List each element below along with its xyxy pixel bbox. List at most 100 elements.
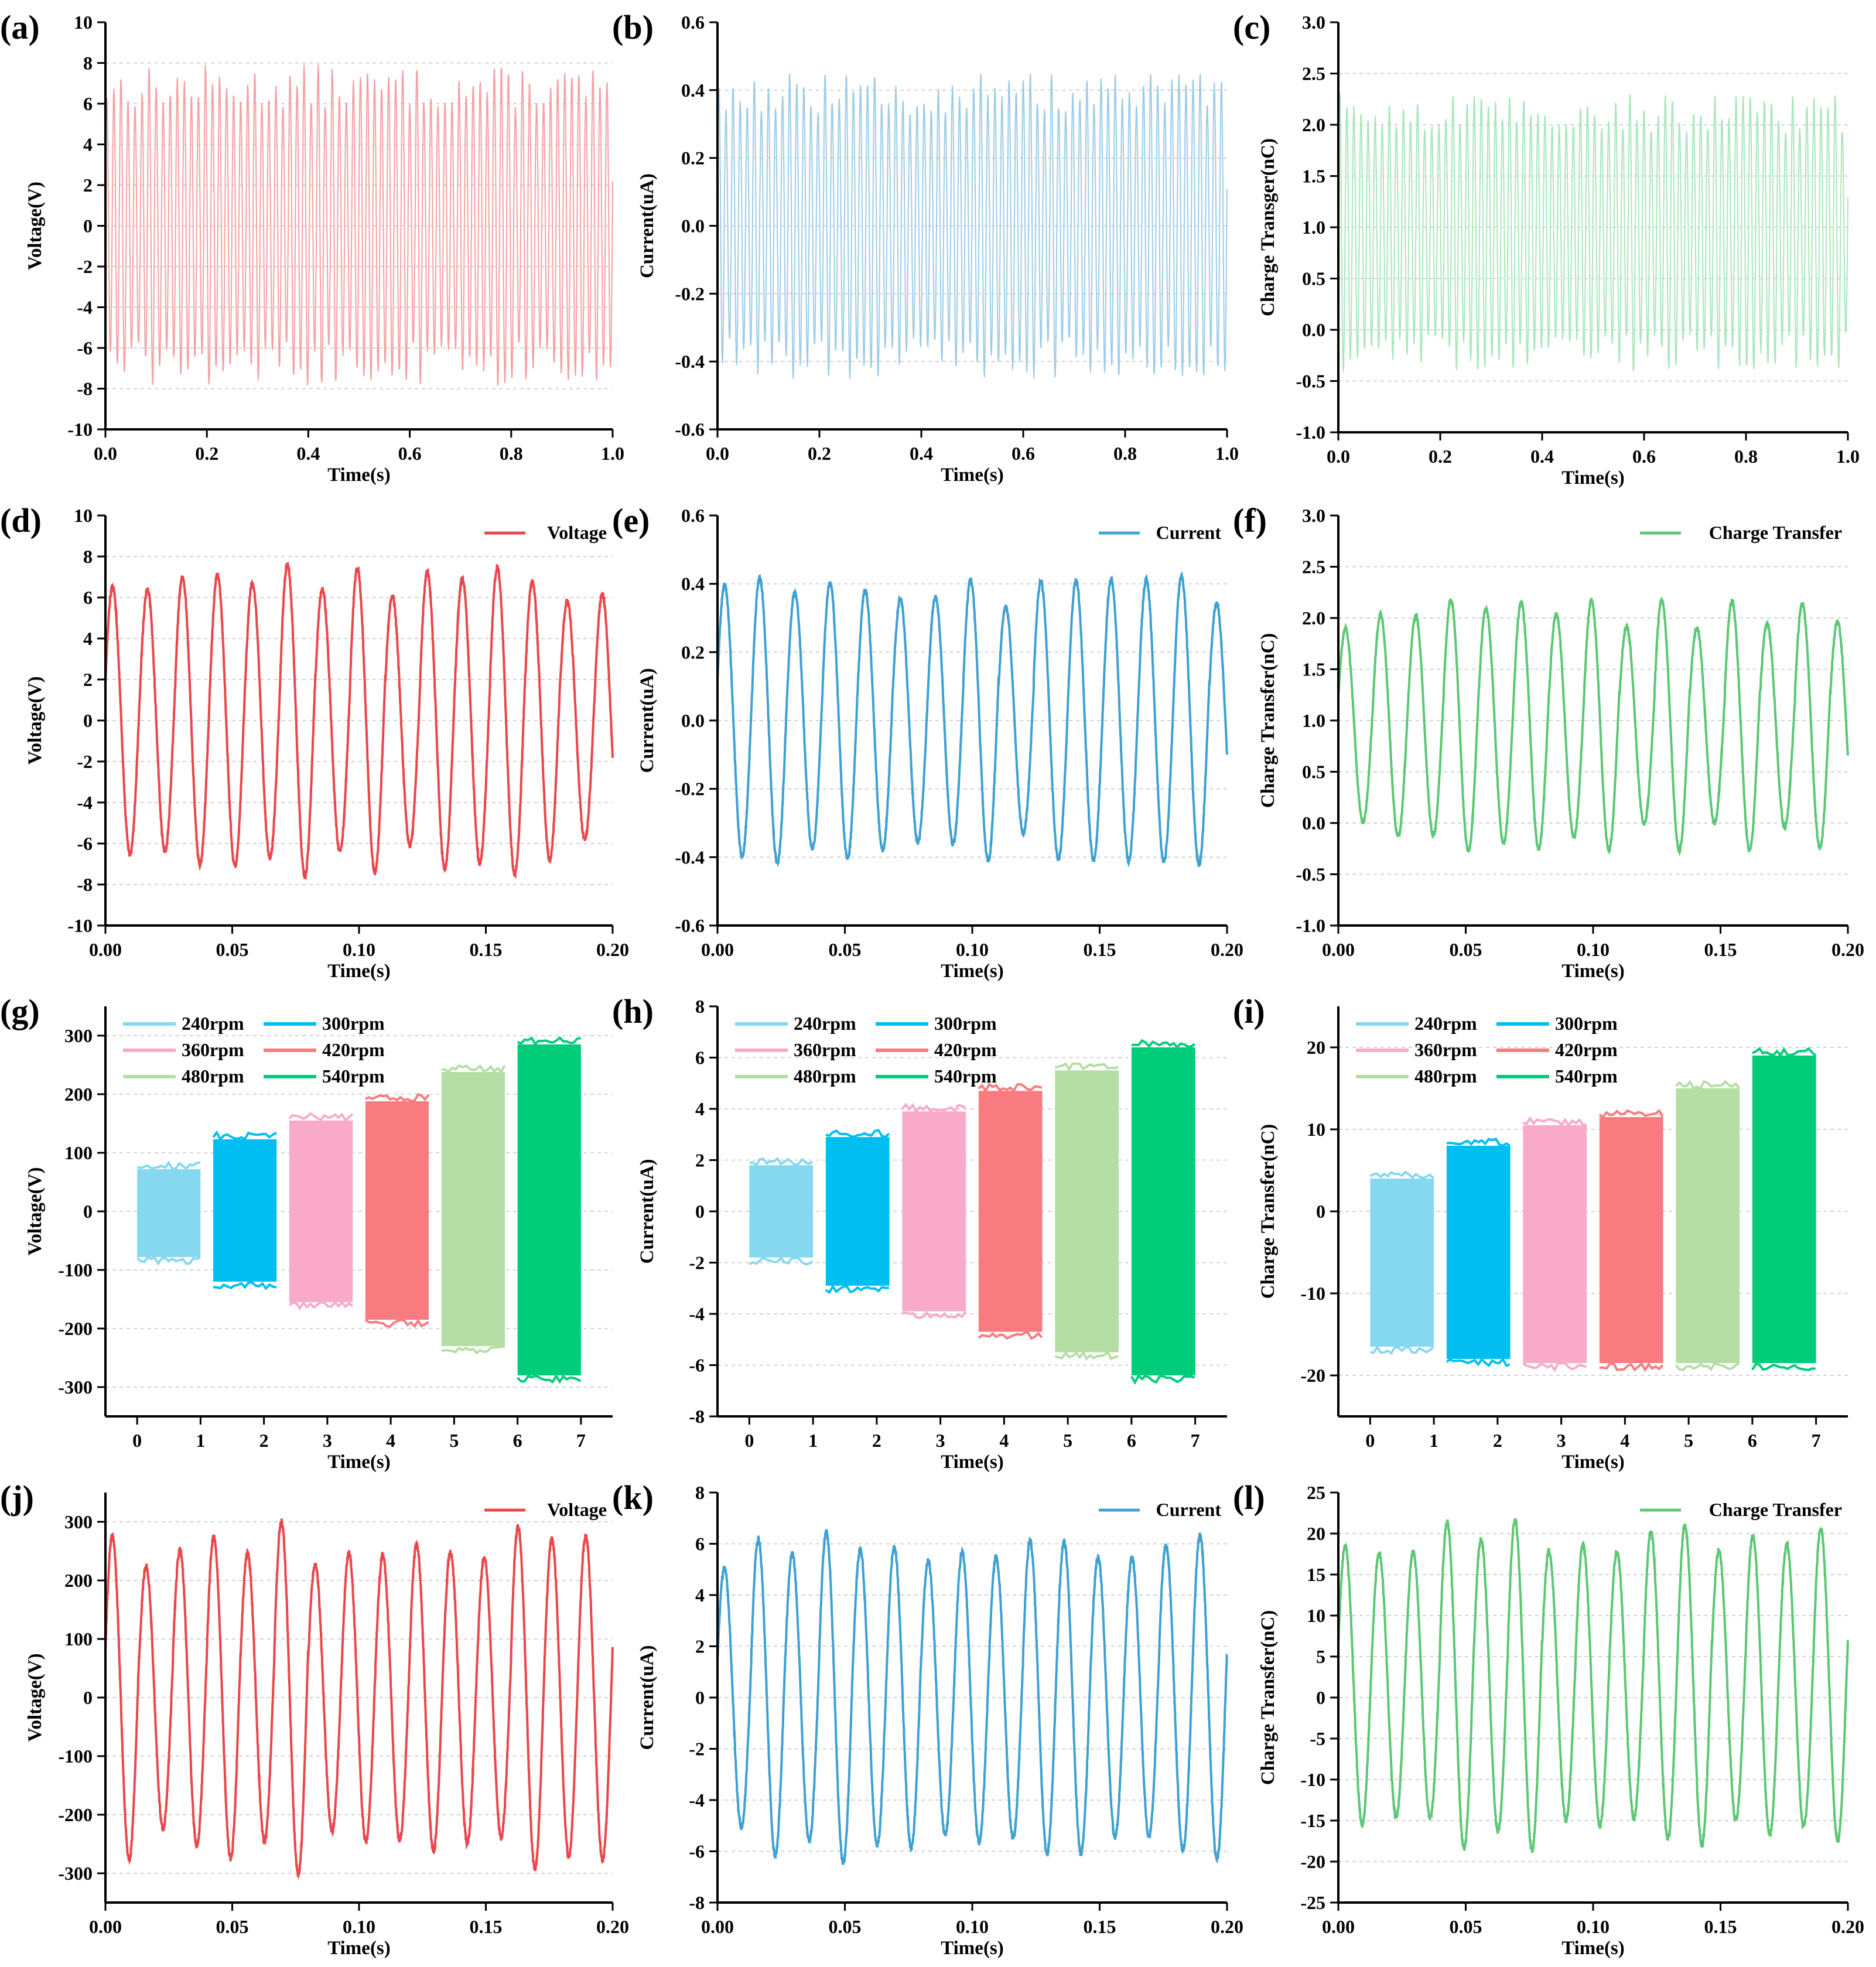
y-tick-label: 6 (83, 93, 93, 114)
y-axis-label: Charge Transfer(nC) (1257, 1124, 1279, 1299)
x-tick-label: 5 (1063, 1430, 1072, 1451)
x-axis-label: Time(s) (941, 961, 1004, 982)
y-axis-label: Charge Transger(nC) (1257, 138, 1279, 316)
series-line-current (716, 1529, 1228, 1865)
y-tick-label: -200 (58, 1318, 93, 1339)
y-tick-label: -1.0 (1296, 915, 1325, 936)
plot-area-l (1337, 1517, 1849, 1853)
x-axis-label: Time(s) (1561, 961, 1625, 982)
y-tick-label: 200 (64, 1570, 93, 1591)
block-bottom-edge (288, 1300, 354, 1311)
y-tick-label: -4 (77, 792, 93, 813)
y-tick-label: -0.4 (675, 351, 705, 372)
y-tick-label: -0.5 (1296, 864, 1325, 885)
x-axis-label: Time(s) (941, 1452, 1004, 1473)
legend-label: 480rpm (794, 1066, 856, 1087)
y-tick-label: -6 (77, 833, 93, 854)
series-line-charge (1338, 93, 1848, 373)
y-tick-label: -4 (689, 1303, 705, 1324)
x-tick-label: 0.0 (94, 443, 117, 464)
x-tick-label: 3 (1557, 1430, 1566, 1451)
x-tick-label: 0.15 (1084, 939, 1116, 960)
y-tick-label: -100 (58, 1259, 93, 1280)
y-tick-label: -4 (77, 297, 93, 318)
x-tick-label: 0.15 (1704, 939, 1737, 960)
x-tick-label: 1 (196, 1430, 205, 1451)
series-line-charge-transfer (1337, 1517, 1849, 1853)
y-tick-label: 8 (695, 1482, 705, 1503)
panel-label: (a) (0, 8, 40, 46)
x-tick-label: 0.10 (956, 1916, 989, 1937)
y-tick-label: 0 (83, 710, 93, 731)
plot-area-g (136, 1036, 582, 1384)
block-top-edge (1369, 1170, 1434, 1180)
y-tick-label: 8 (83, 546, 93, 567)
panel-g: -300 -200 -100 0 100 200 300 0 1 2 3 4 5 6 7 Time(s) Vol… (0, 992, 613, 1473)
y-tick-label: 1.0 (1302, 217, 1325, 238)
panel-label: (d) (0, 501, 42, 539)
x-tick-label: 6 (513, 1430, 522, 1451)
panel-j: -300 -200 -100 0 100 200 300 0.00 0.05 0.10 0.15 0.… (0, 1478, 629, 1959)
y-tick-label: 0.0 (681, 710, 705, 731)
x-axis-label: Time(s) (1561, 1938, 1625, 1959)
y-axis-label: Current(uA) (637, 668, 658, 773)
y-tick-label: 0.5 (1302, 761, 1325, 783)
y-axis-label: Voltage(V) (25, 1167, 46, 1256)
y-tick-label: 0.6 (681, 505, 705, 526)
x-tick-label: 0.15 (470, 939, 503, 960)
block-top-edge (136, 1160, 201, 1170)
x-tick-label: 1 (1429, 1430, 1438, 1451)
x-tick-label: 3 (323, 1430, 332, 1451)
block-top-edge (1131, 1039, 1195, 1049)
block-top-edge (517, 1036, 582, 1046)
legend-label: 540rpm (934, 1066, 997, 1087)
panel-label: (j) (0, 1478, 34, 1517)
x-tick-label: 0.05 (829, 939, 862, 960)
signal-block-240rpm (749, 1165, 814, 1258)
block-bottom-edge (364, 1318, 429, 1329)
y-axis-label: Charge Transfer(nC) (1257, 633, 1279, 808)
panel-label: (c) (1233, 8, 1270, 46)
signal-block-360rpm (289, 1121, 353, 1302)
series-line-current (716, 571, 1228, 868)
x-axis-label: Time(s) (327, 1938, 391, 1959)
series-line-current (717, 73, 1228, 379)
y-tick-label: -20 (1300, 1365, 1325, 1386)
y-tick-label: -6 (77, 337, 93, 358)
panel-label: (g) (0, 992, 40, 1030)
x-tick-label: 0.00 (1322, 939, 1355, 960)
panel-d: -10 -8 -6 -4 -2 0 2 4 6 8 10 0.00 0.05 0.10 0.15 0.20 Ti… (0, 501, 629, 982)
legend-label: 480rpm (1414, 1066, 1477, 1087)
legend-label: 300rpm (322, 1013, 385, 1034)
y-tick-label: 0.0 (681, 216, 705, 237)
x-tick-label: 0.05 (216, 1916, 249, 1937)
x-tick-label: 1.0 (1836, 446, 1860, 467)
y-tick-label: -8 (689, 1406, 705, 1427)
x-tick-label: 0.20 (596, 939, 629, 960)
legend-label: 240rpm (182, 1013, 244, 1034)
x-tick-label: 0.15 (1704, 1916, 1737, 1937)
y-tick-label: 0 (83, 216, 93, 237)
y-tick-label: 0 (695, 1687, 705, 1708)
x-tick-label: 0 (1365, 1430, 1375, 1451)
plot-area-e (716, 571, 1228, 868)
x-tick-label: 0.00 (701, 1916, 734, 1937)
panel-h: -8 -6 -4 -2 0 2 4 6 8 0 1 2 3 4 5 6 7 Time(s) Current(uA) (… (612, 992, 1227, 1473)
y-tick-label: 0.4 (681, 573, 705, 595)
legend-label: Current (1156, 1499, 1222, 1520)
plot-area-b (717, 73, 1228, 379)
y-tick-label: 0.0 (1302, 812, 1325, 834)
x-axis-label: Time(s) (327, 1452, 391, 1473)
panel-l: -25 -20 -15 -10 -5 0 5 10 15 20 25 0.00 0.05 0.10 0.15… (1233, 1478, 1864, 1959)
x-tick-label: 6 (1127, 1430, 1136, 1451)
x-tick-label: 4 (999, 1430, 1009, 1451)
block-bottom-edge (1130, 1374, 1195, 1385)
x-tick-label: 0.6 (398, 443, 422, 464)
block-bottom-edge (1370, 1344, 1434, 1355)
x-tick-label: 1 (808, 1430, 818, 1451)
plot-area-h (749, 1039, 1195, 1385)
y-tick-label: -0.6 (675, 915, 705, 936)
block-bottom-edge (1522, 1361, 1587, 1372)
y-tick-label: -6 (689, 1841, 705, 1862)
